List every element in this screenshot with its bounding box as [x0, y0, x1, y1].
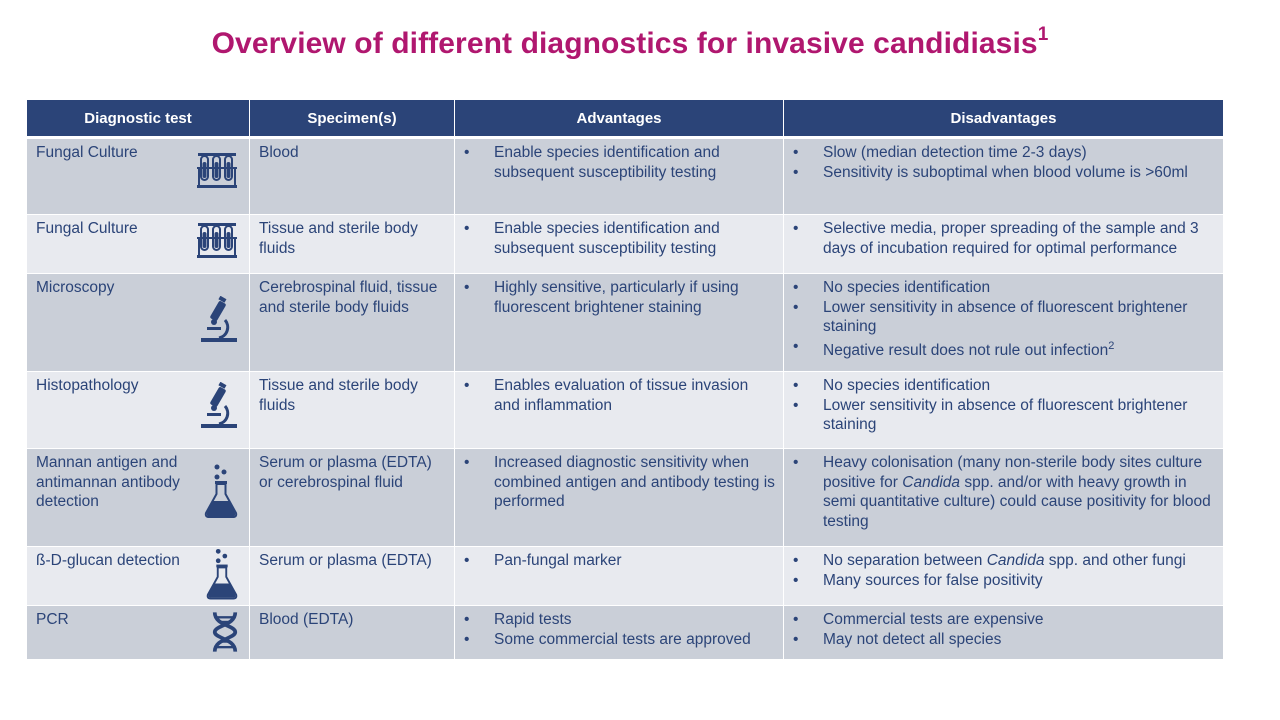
- table-row: ß-D-glucan detection Serum or plasma (ED…: [26, 546, 1224, 606]
- advantage-item: Enable species identification and subseq…: [464, 219, 775, 258]
- test-name: Fungal Culture: [36, 144, 138, 161]
- specimen-cell: Serum or plasma (EDTA) or cerebrospinal …: [249, 448, 455, 547]
- dna-icon: [211, 610, 239, 654]
- disadvantage-item: No species identification: [793, 278, 1215, 298]
- advantages-cell: Increased diagnostic sensitivity when co…: [454, 448, 784, 547]
- disadvantage-text: No separation between: [823, 552, 987, 569]
- flask-icon: [203, 463, 239, 519]
- disadvantage-item: May not detect all species: [793, 630, 1215, 650]
- table-row: PCR Blood (EDTA) Rapid tests Some commer…: [26, 605, 1224, 660]
- test-cell: Histopathology: [26, 371, 250, 449]
- test-name: Mannan antigen and antimannan antibody d…: [36, 454, 180, 510]
- table-row: Microscopy Cerebrospinal fluid, tissue a…: [26, 273, 1224, 372]
- disadvantage-item: Many sources for false positivity: [793, 571, 1215, 591]
- diagnostics-table: Diagnostic test Specimen(s) Advantages D…: [26, 99, 1224, 660]
- test-cell: Fungal Culture: [26, 214, 250, 274]
- disadvantage-item: Negative result does not rule out infect…: [793, 337, 1215, 361]
- test-name: Microscopy: [36, 279, 115, 296]
- test-name: PCR: [36, 611, 69, 628]
- microscope-icon: [199, 296, 239, 344]
- disadvantage-item: Slow (median detection time 2-3 days): [793, 143, 1215, 163]
- test-cell: PCR: [26, 605, 250, 660]
- advantages-cell: Highly sensitive, particularly if using …: [454, 273, 784, 372]
- disadvantage-item: Heavy colonisation (many non-sterile bod…: [793, 453, 1215, 531]
- disadvantage-text: Negative result does not rule out infect…: [823, 341, 1109, 359]
- flask-icon: [205, 547, 239, 601]
- test-name: ß-D-glucan detection: [36, 552, 180, 569]
- advantage-item: Enable species identification and subseq…: [464, 143, 775, 182]
- test-tubes-icon: [195, 221, 239, 261]
- advantage-item: Enables evaluation of tissue invasion an…: [464, 376, 775, 415]
- disadvantages-cell: Slow (median detection time 2-3 days) Se…: [783, 137, 1224, 215]
- disadvantage-item: Sensitivity is suboptimal when blood vol…: [793, 163, 1215, 183]
- disadvantages-cell: Selective media, proper spreading of the…: [783, 214, 1224, 274]
- disadvantage-text: spp. and/or with heavy growth in semi qu…: [823, 473, 1211, 530]
- advantages-cell: Rapid tests Some commercial tests are ap…: [454, 605, 784, 660]
- disadvantage-item: Selective media, proper spreading of the…: [793, 219, 1215, 258]
- disadvantage-footnote: 2: [1108, 339, 1115, 352]
- specimen-cell: Tissue and sterile body fluids: [249, 214, 455, 274]
- disadvantage-item: No species identification: [793, 376, 1215, 396]
- candida-italic: Candida: [986, 552, 1045, 569]
- advantages-cell: Pan-fungal marker: [454, 546, 784, 606]
- disadvantages-cell: No species identification Lower sensitiv…: [783, 273, 1224, 372]
- test-cell: Fungal Culture: [26, 137, 250, 215]
- table-row: Mannan antigen and antimannan antibody d…: [26, 448, 1224, 547]
- disadvantage-text: Heavy colonisation (many non-sterile bod…: [823, 454, 1203, 491]
- test-tubes-icon: [195, 151, 239, 191]
- disadvantage-text: spp. and other fungi: [1044, 552, 1186, 569]
- advantages-cell: Enable species identification and subseq…: [454, 137, 784, 215]
- header-diagnostic-test: Diagnostic test: [26, 99, 250, 139]
- advantage-item: Increased diagnostic sensitivity when co…: [464, 453, 775, 512]
- header-disadvantages: Disadvantages: [783, 99, 1224, 139]
- title-text: Overview of different diagnostics for in…: [211, 27, 1038, 60]
- header-advantages: Advantages: [454, 99, 784, 139]
- specimen-cell: Blood: [249, 137, 455, 215]
- page-title: Overview of different diagnostics for in…: [0, 24, 1260, 61]
- table-row: Fungal Culture Tissue and sterile body f…: [26, 214, 1224, 274]
- test-cell: Mannan antigen and antimannan antibody d…: [26, 448, 250, 547]
- test-name: Histopathology: [36, 377, 139, 394]
- specimen-cell: Cerebrospinal fluid, tissue and sterile …: [249, 273, 455, 372]
- disadvantages-cell: Heavy colonisation (many non-sterile bod…: [783, 448, 1224, 547]
- table-header-row: Diagnostic test Specimen(s) Advantages D…: [26, 99, 1224, 139]
- advantage-item: Rapid tests: [464, 610, 775, 630]
- table-row: Histopathology Tissue and sterile body f…: [26, 371, 1224, 449]
- disadvantage-item: No separation between Candida spp. and o…: [793, 551, 1215, 571]
- specimen-cell: Tissue and sterile body fluids: [249, 371, 455, 449]
- disadvantages-cell: Commercial tests are expensive May not d…: [783, 605, 1224, 660]
- disadvantages-cell: No species identification Lower sensitiv…: [783, 371, 1224, 449]
- candida-italic: Candida: [902, 473, 961, 491]
- disadvantages-cell: No separation between Candida spp. and o…: [783, 546, 1224, 606]
- table-row: Fungal Culture Blood Enable species iden…: [26, 137, 1224, 215]
- advantages-cell: Enable species identification and subseq…: [454, 214, 784, 274]
- advantage-item: Some commercial tests are approved: [464, 630, 775, 650]
- title-footnote: 1: [1037, 24, 1049, 45]
- advantages-cell: Enables evaluation of tissue invasion an…: [454, 371, 784, 449]
- test-cell: ß-D-glucan detection: [26, 546, 250, 606]
- specimen-cell: Blood (EDTA): [249, 605, 455, 660]
- header-specimens: Specimen(s): [249, 99, 455, 139]
- advantage-item: Highly sensitive, particularly if using …: [464, 278, 775, 317]
- specimen-cell: Serum or plasma (EDTA): [249, 546, 455, 606]
- microscope-icon: [199, 382, 239, 430]
- disadvantage-item: Commercial tests are expensive: [793, 610, 1215, 630]
- disadvantage-item: Lower sensitivity in absence of fluoresc…: [793, 298, 1215, 337]
- advantage-item: Pan-fungal marker: [464, 551, 775, 571]
- test-cell: Microscopy: [26, 273, 250, 372]
- disadvantage-item: Lower sensitivity in absence of fluoresc…: [793, 396, 1215, 435]
- test-name: Fungal Culture: [36, 220, 138, 237]
